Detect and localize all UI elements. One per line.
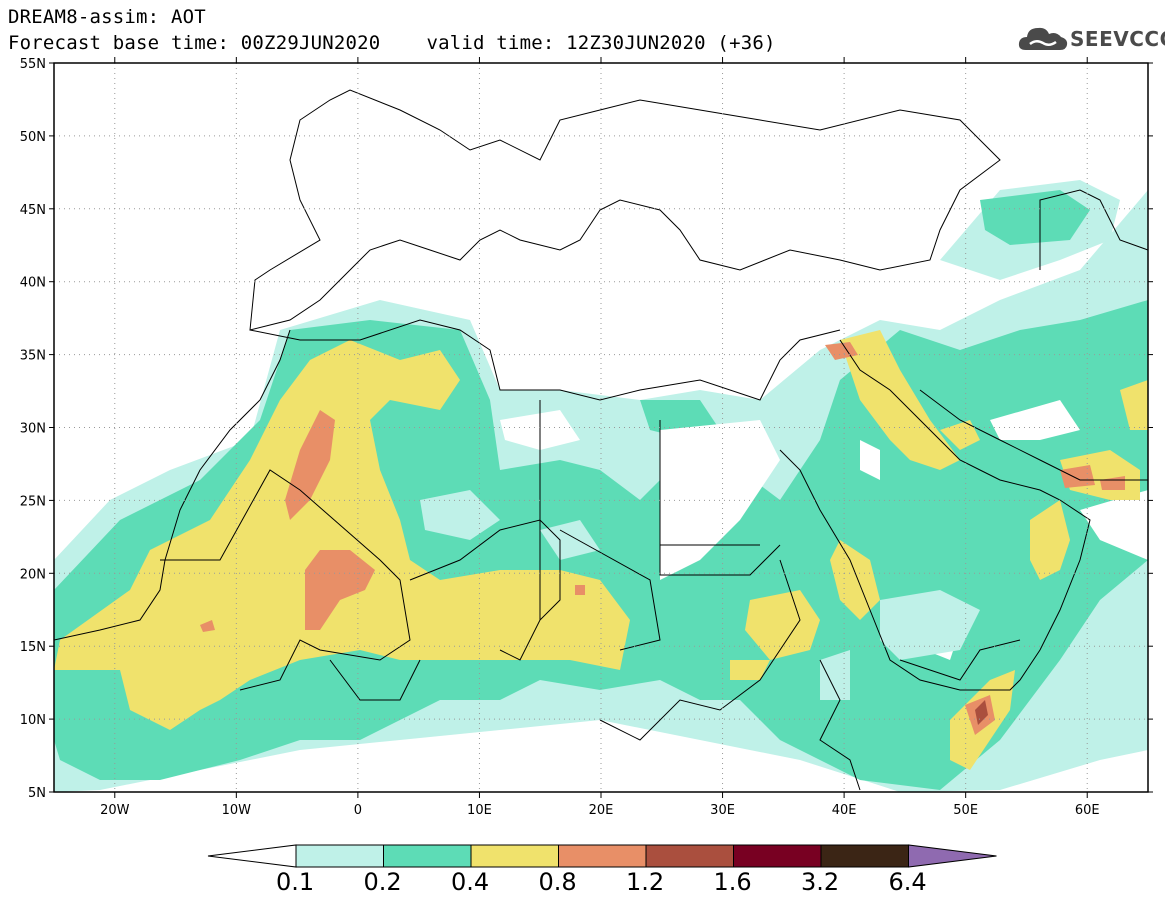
colorbar-label: 0.2 [363,868,402,896]
lon-label: 20E [589,803,614,818]
lat-label: 55N [20,57,46,72]
lon-label: 20W [100,803,130,818]
base-time: Forecast base time: 00Z29JUN2020 [8,32,381,54]
lat-label: 50N [20,130,46,145]
lon-label: 10W [222,803,252,818]
colorbar-box [558,844,647,868]
colorbar-label: 0.1 [276,868,315,896]
lon-label: 10E [467,803,492,818]
colorbar-label: 0.4 [451,868,490,896]
lat-label: 35N [20,349,46,364]
colorbar [207,844,997,868]
colorbar-box [383,844,472,868]
axis-ticks [49,57,1153,798]
lat-label: 40N [20,276,46,291]
lon-label: 0 [354,803,362,818]
y-axis-labels: 55N 50N 45N 40N 35N 30N 25N 20N 15N 10N 5N [20,57,46,801]
colorbar-label: 0.8 [538,868,577,896]
colorbar-box [295,844,384,868]
lat-label: 15N [20,640,46,655]
lat-label: 30N [20,422,46,437]
colorbar-high-arrow [908,844,997,868]
valid-time: valid time: 12Z30JUN2020 (+36) [426,32,776,54]
lat-label: 5N [28,786,46,801]
coastlines [54,89,1148,791]
x-axis-labels: 20W 10W 0 10E 20E 30E 40E 50E 60E [100,803,1100,818]
lon-label: 50E [953,803,978,818]
lat-label: 10N [20,713,46,728]
cloud-icon [1018,27,1068,50]
colorbar-label: 3.2 [801,868,840,896]
lat-label: 25N [20,494,46,509]
colorbar-box [733,844,822,868]
lat-label: 45N [20,203,46,218]
lat-label: 20N [20,567,46,582]
chart-title: DREAM8-assim: AOT [8,6,206,28]
aot-field [54,63,1148,792]
colorbar-box [645,844,734,868]
lon-label: 40E [832,803,857,818]
seevccc-logo: SEEVCCC [1016,22,1165,56]
colorbar-label: 6.4 [888,868,927,896]
colorbar-box [820,844,909,868]
colorbar-box [470,844,559,868]
colorbar-label: 1.6 [713,868,752,896]
lon-label: 60E [1075,803,1100,818]
forecast-times: Forecast base time: 00Z29JUN2020 valid ti… [8,32,776,54]
lon-label: 30E [710,803,735,818]
logo-text: SEEVCCC [1070,27,1165,51]
colorbar-low-arrow [207,844,297,868]
colorbar-label: 1.2 [626,868,665,896]
